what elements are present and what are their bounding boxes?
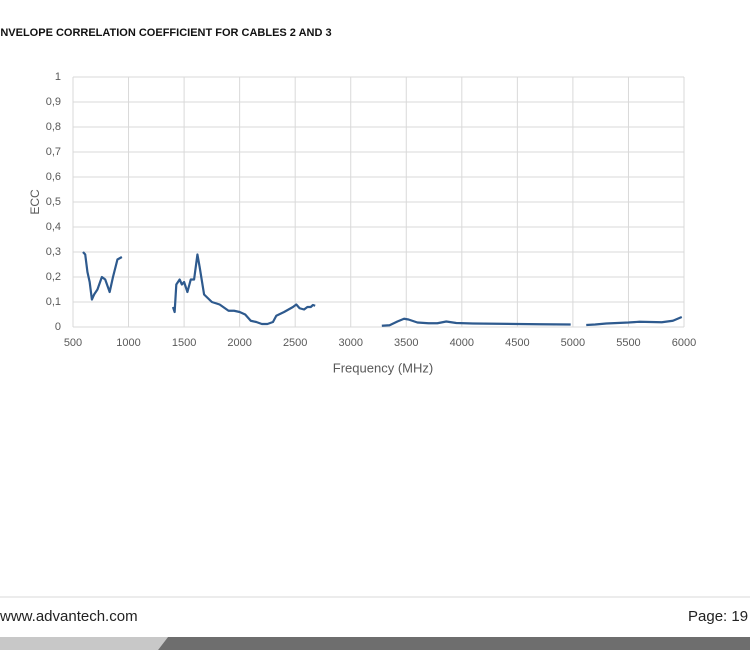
y-tick-label: 0,5 <box>46 196 61 208</box>
x-tick-label: 1500 <box>172 337 196 349</box>
y-tick-label: 0,1 <box>46 296 61 308</box>
footer-website: www.advantech.com <box>0 608 138 625</box>
y-tick-label: 0,2 <box>46 271 61 283</box>
x-tick-label: 6000 <box>672 337 696 349</box>
y-tick-label: 0 <box>55 321 61 333</box>
x-tick-label: 2500 <box>283 337 307 349</box>
x-axis-label: Frequency (MHz) <box>333 360 433 375</box>
y-tick-label: 0,9 <box>46 96 61 108</box>
chart-title: ENVELOPE CORRELATION COEFFICIENT FOR CAB… <box>0 27 332 39</box>
y-tick-label: 0,7 <box>46 146 61 158</box>
footer-page: Page: 19 <box>688 608 748 625</box>
x-tick-label: 4500 <box>505 337 529 349</box>
y-tick-label: 0,4 <box>46 221 61 233</box>
y-tick-label: 0,8 <box>46 121 61 133</box>
footer-band-dark <box>158 637 750 650</box>
data-line <box>82 251 683 327</box>
y-axis-label: ECC <box>28 189 42 215</box>
x-tick-label: 3000 <box>338 337 362 349</box>
x-tick-label: 5000 <box>561 337 585 349</box>
x-tick-label: 4000 <box>450 337 474 349</box>
x-tick-label: 2000 <box>227 337 251 349</box>
y-tick-label: 1 <box>55 71 61 83</box>
y-tick-label: 0,3 <box>46 246 61 258</box>
x-tick-label: 5500 <box>616 337 640 349</box>
x-tick-label: 1000 <box>116 337 140 349</box>
y-tick-label: 0,6 <box>46 171 61 183</box>
x-tick-label: 3500 <box>394 337 418 349</box>
x-tick-label: 500 <box>64 337 82 349</box>
footer-band-light <box>0 637 168 650</box>
